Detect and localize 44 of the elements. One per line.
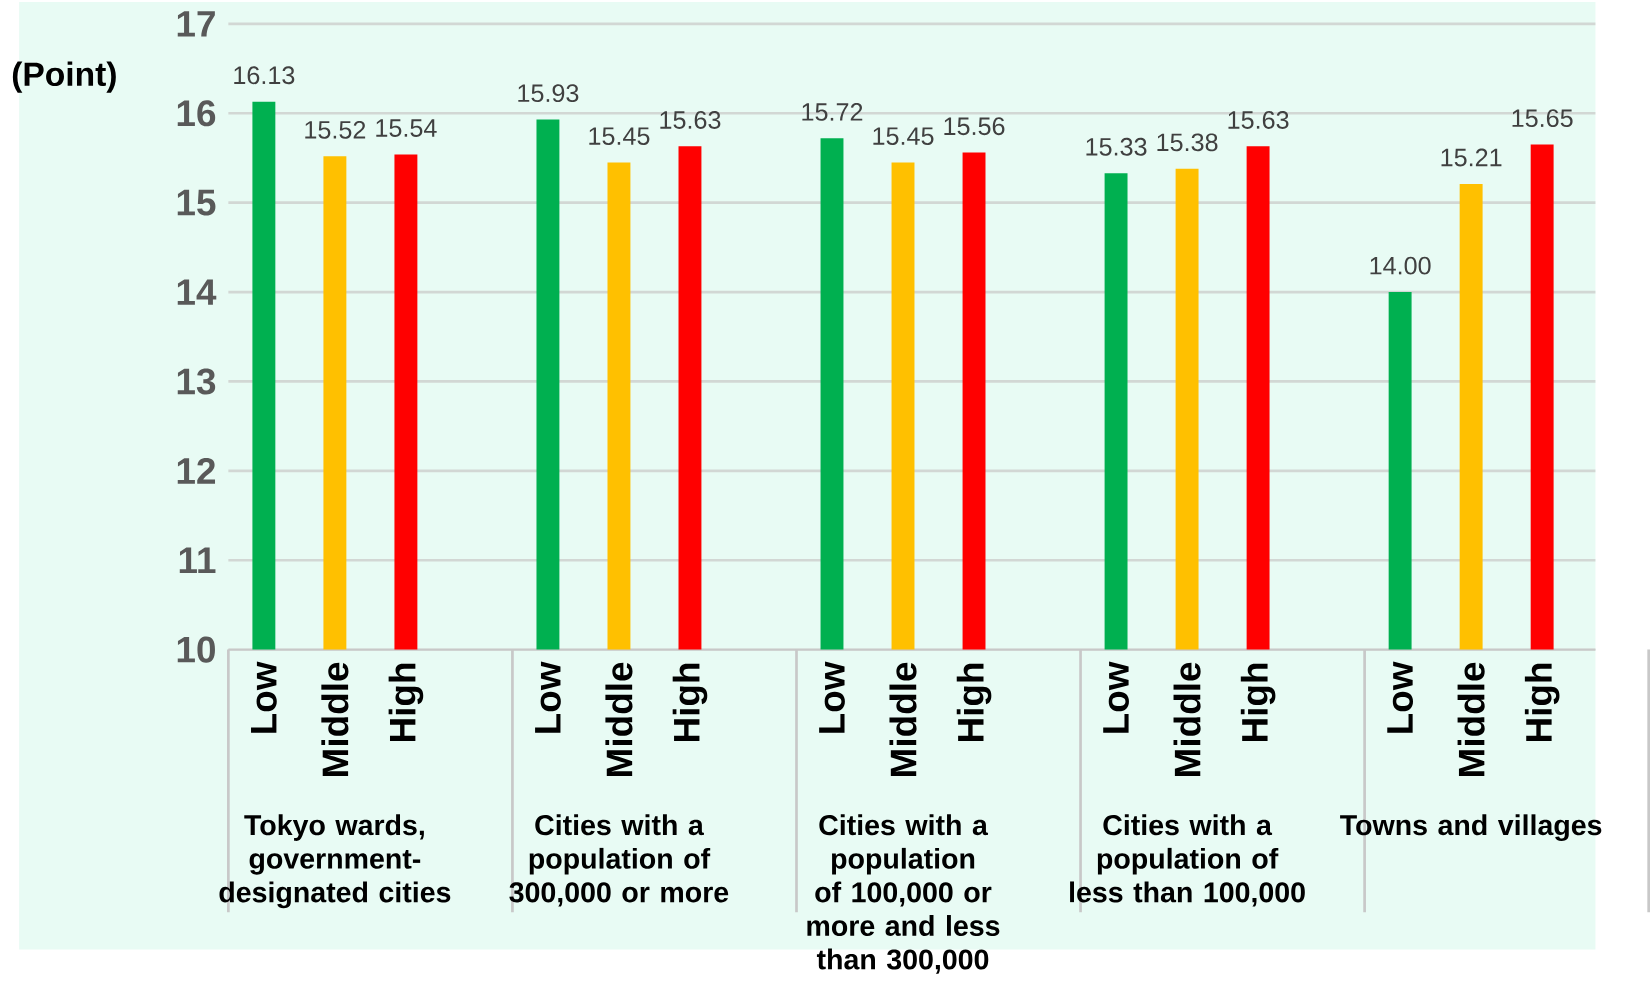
data-label: 15.54: [376, 119, 437, 137]
data-label: 15.65: [1512, 109, 1573, 128]
y-tick-label: 11: [179, 547, 216, 573]
data-label: 16.13: [234, 66, 295, 85]
y-tick-label: 16: [177, 100, 216, 127]
y-tick-label: 10: [177, 636, 215, 663]
data-label: 15.52: [305, 120, 366, 139]
y-axis-title: (Point): [12, 61, 116, 93]
data-label: 14.00: [1370, 256, 1431, 275]
data-label: 15.38: [1157, 133, 1218, 152]
x-tick-label: High: [1524, 663, 1560, 742]
data-label: 15.21: [1441, 148, 1502, 167]
text: Cities with a population of 300,000 or more: [509, 814, 729, 907]
data-label: 15.93: [518, 84, 579, 103]
text: Tokyo wards, government-designated cities: [219, 814, 451, 909]
x-tick-label: Middle: [1457, 662, 1485, 776]
x-tick-label: Middle: [605, 662, 633, 776]
y-tick-label: 15: [177, 189, 216, 216]
data-label: 15.45: [873, 127, 934, 146]
x-tick-label: Low: [251, 661, 277, 733]
text: Towns and villages: [1340, 814, 1602, 842]
y-tick-label: 13: [177, 368, 216, 395]
y-tick-label: 17: [177, 11, 215, 37]
x-tick-label: Low: [819, 661, 845, 733]
data-label: 15.56: [944, 117, 1005, 136]
x-tick-label: Middle: [1173, 662, 1201, 776]
x-tick-label: High: [672, 663, 708, 742]
y-tick-label: 12: [177, 458, 216, 484]
data-label: 15.63: [1228, 111, 1289, 129]
text: Cities with a population of less than 100,000: [1070, 814, 1305, 907]
x-tick-label: High: [1240, 663, 1276, 742]
x-tick-label: Low: [1103, 661, 1129, 733]
x-tick-label: Middle: [321, 662, 349, 776]
data-label: 15.45: [589, 127, 650, 146]
text: Cities with a population of 100,000 or more and less than 300,000: [807, 814, 1000, 974]
x-tick-label: Low: [1387, 661, 1414, 733]
y-tick-label: 14: [177, 279, 217, 305]
x-tick-label: High: [956, 663, 992, 742]
x-tick-label: Low: [535, 661, 561, 733]
data-label: 15.63: [660, 111, 721, 129]
x-tick-label: High: [388, 663, 424, 742]
x-tick-label: Middle: [889, 662, 917, 776]
data-label: 15.72: [802, 103, 863, 121]
data-label: 15.33: [1086, 137, 1147, 156]
